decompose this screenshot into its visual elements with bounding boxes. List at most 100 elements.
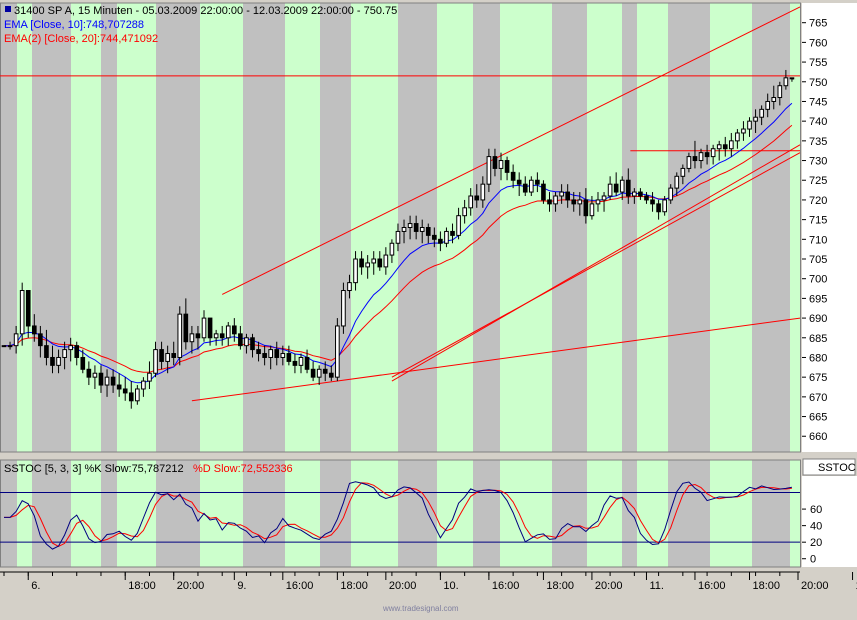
price-tick-label: 730 (809, 156, 827, 168)
osc-panel-frame (0, 459, 801, 568)
candle-body (613, 183, 619, 193)
candle-body (759, 108, 764, 118)
session-band (552, 460, 587, 567)
candles (1, 69, 796, 409)
candle-body (595, 199, 601, 205)
session-band (473, 460, 500, 567)
sstoc-panel-tab[interactable] (802, 458, 856, 476)
candle-body (165, 353, 170, 362)
price-tick-label: 715 (809, 215, 827, 227)
price-tick-label: 685 (809, 333, 827, 345)
candle-body (571, 199, 577, 205)
session-band (752, 460, 790, 567)
candle-body (383, 254, 389, 268)
candle-body (116, 384, 122, 390)
time-tick-label: 16:00 (286, 580, 314, 592)
session-band (320, 3, 351, 452)
candle-body (159, 349, 164, 362)
price-tick-label: 750 (809, 77, 827, 89)
time-tick-label: 9. (237, 580, 246, 592)
candle-body (56, 356, 61, 366)
candle-body (280, 353, 286, 358)
sstoc-k-line (4, 481, 792, 550)
watermark: www.tradesignal.com (382, 604, 459, 613)
candle-body (98, 372, 104, 386)
time-tick-label: 18:00 (128, 580, 156, 592)
candle-body (92, 372, 98, 378)
sstoc-panel-name: SSTOC (818, 462, 856, 474)
candle-body (213, 333, 219, 339)
candle-body (771, 97, 777, 102)
candle-body (722, 144, 728, 150)
ema10-label: EMA [Close, 10]:748,707288 (4, 19, 144, 31)
session-band (32, 3, 71, 452)
candle-body (468, 195, 474, 209)
price-axis: 660 665 670 675 680 685 690 695 700 705 710 715 720 7… (802, 3, 857, 452)
session-band (622, 460, 637, 567)
candle-body (492, 156, 498, 169)
osc-axis: 0 20 40 60 (802, 476, 857, 567)
candle-body (74, 345, 80, 358)
candle-body (656, 203, 661, 213)
candle-body (13, 333, 19, 347)
candle-body (19, 290, 25, 335)
candle-body (698, 152, 704, 162)
session-band (320, 460, 351, 567)
session-band (0, 3, 17, 452)
time-tick-label: 18:00 (340, 580, 368, 592)
candle-body (256, 349, 261, 355)
candle-body (219, 333, 225, 339)
candle-body (244, 337, 249, 347)
candle-body (735, 132, 740, 142)
series-marker-icon (5, 6, 11, 12)
candle-body (377, 258, 383, 268)
session-band (243, 3, 285, 452)
candle-body (741, 128, 746, 134)
candle-body (292, 360, 298, 366)
time-tick-label: 18:00 (753, 580, 781, 592)
instrument-title: 31400 SP A, 15 Minuten - 05.03.2009 22:0… (14, 5, 397, 17)
candle-body (619, 179, 625, 193)
candle-body (177, 313, 183, 358)
candle-body (44, 345, 49, 358)
candle-body (298, 356, 304, 366)
candle-body (68, 345, 73, 351)
session-band (752, 3, 790, 452)
candle-body (577, 199, 583, 205)
ema20-label: EMA(2) [Close, 20]:744,471092 (4, 33, 158, 45)
osc-axis-bg (802, 476, 857, 567)
time-tick-label: 20:00 (389, 580, 417, 592)
time-tick-label: 20:00 (801, 580, 829, 592)
sstoc-k-label: SSTOC [5, 3, 3] %K Slow:75,787212 (4, 463, 184, 475)
candle-body (474, 195, 480, 201)
candle-body (328, 372, 334, 378)
candle-body (141, 380, 146, 390)
osc-tick-label: 60 (810, 504, 822, 516)
candle-body (753, 116, 758, 122)
candle-body (1, 345, 7, 348)
candle-body (783, 77, 789, 87)
price-tick-label: 735 (809, 136, 827, 148)
osc-tick-label: 0 (810, 554, 816, 566)
candle-body (195, 333, 201, 339)
candle-body (31, 325, 37, 335)
time-tick-label: 16:00 (492, 580, 520, 592)
candle-body (547, 199, 552, 205)
candle-body (559, 191, 564, 197)
candle-body (401, 227, 407, 232)
candle-body (516, 179, 522, 185)
candle-body (625, 179, 631, 197)
price-tick-label: 695 (809, 293, 827, 305)
candle-body (232, 325, 237, 335)
price-tick-label: 690 (809, 313, 827, 325)
price-tick-label: 755 (809, 57, 827, 69)
candle-body (450, 230, 455, 236)
price-tick-label: 720 (809, 195, 827, 207)
candle-body (183, 313, 189, 343)
sstoc-d-line (4, 482, 792, 547)
price-tick-label: 670 (809, 392, 827, 404)
price-panel-frame (0, 2, 801, 453)
candle-body (128, 392, 134, 402)
sstoc-d-label: %D Slow:72,552336 (193, 463, 293, 475)
